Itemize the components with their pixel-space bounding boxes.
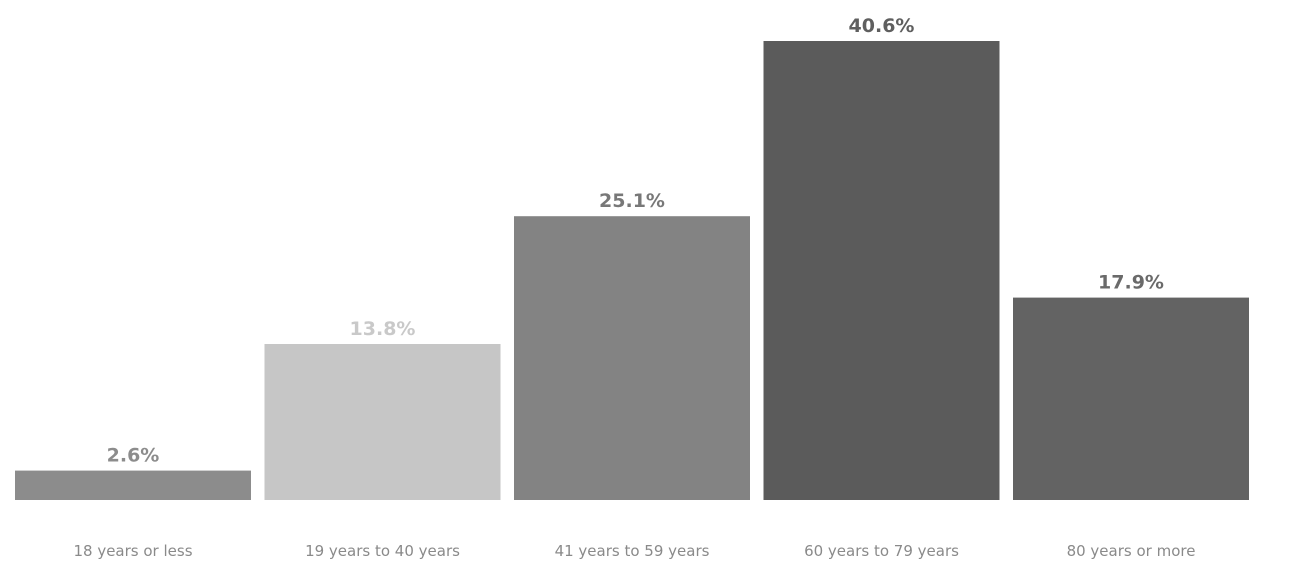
bar-3 — [514, 216, 750, 500]
category-label-3: 41 years to 59 years — [555, 542, 710, 560]
data-label-4: 40.6% — [849, 15, 915, 37]
data-label-1: 2.6% — [107, 445, 160, 467]
category-labels: 18 years or less 19 years to 40 years 41 y… — [73, 542, 1195, 560]
data-label-3: 25.1% — [599, 190, 665, 212]
bars — [15, 41, 1249, 500]
data-label-5: 17.9% — [1098, 272, 1164, 294]
category-label-2: 19 years to 40 years — [305, 542, 460, 560]
category-label-5: 80 years or more — [1067, 542, 1196, 560]
value-labels: 2.6% 13.8% 25.1% 40.6% 17.9% — [107, 15, 1164, 467]
bar-4 — [763, 41, 1000, 500]
bar-5 — [1013, 297, 1249, 500]
category-label-4: 60 years to 79 years — [804, 542, 959, 560]
category-label-1: 18 years or less — [73, 542, 192, 560]
bar-1 — [15, 470, 251, 500]
bar-2 — [264, 344, 501, 500]
data-label-2: 13.8% — [350, 318, 416, 340]
